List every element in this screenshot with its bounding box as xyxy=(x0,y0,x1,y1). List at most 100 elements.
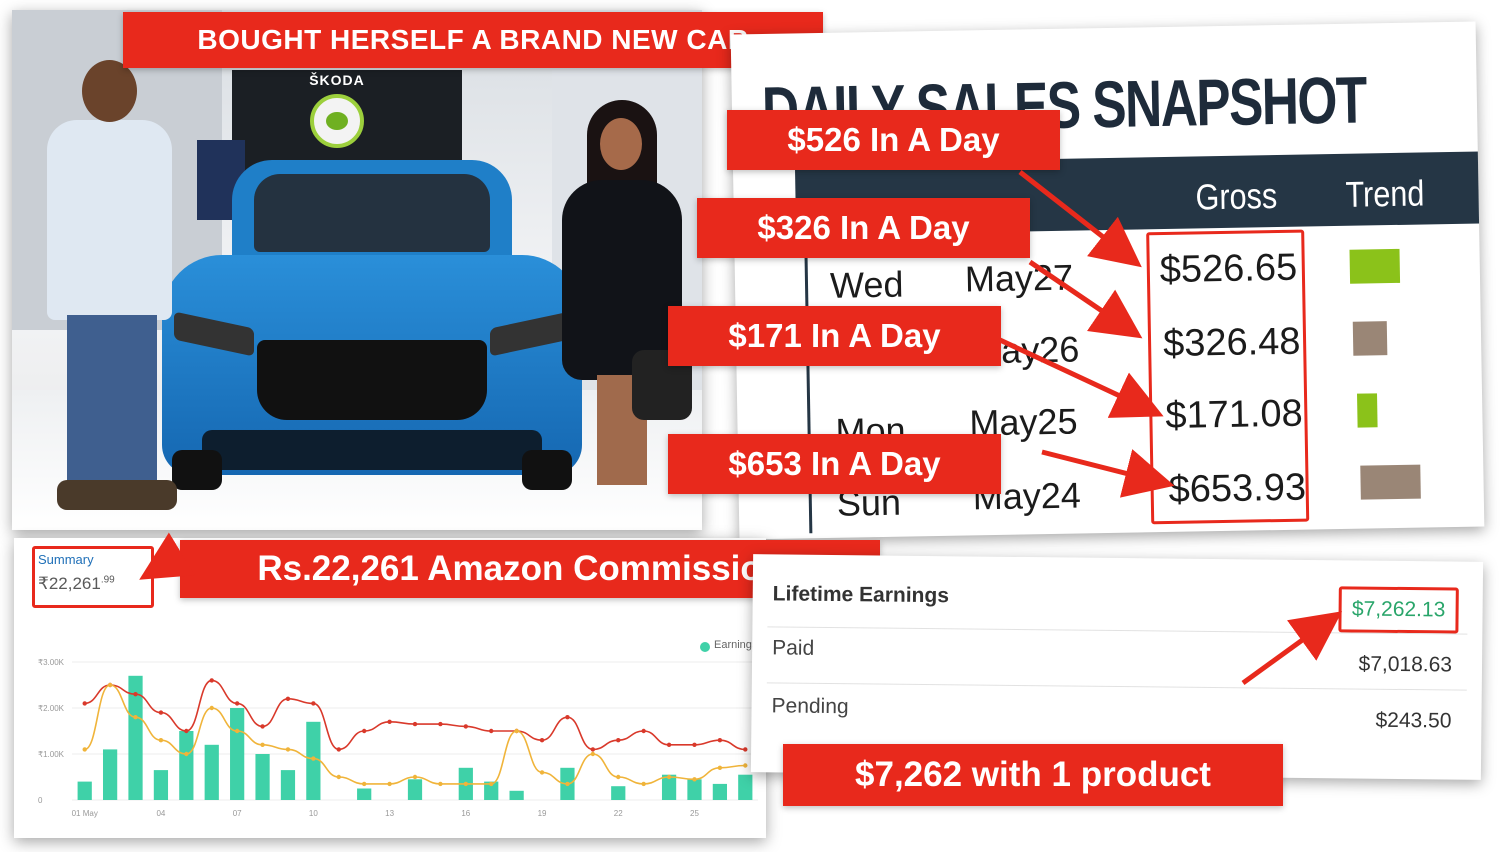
earnings-bar xyxy=(179,731,194,800)
trend-point xyxy=(133,715,138,720)
earnings-bar xyxy=(230,708,245,800)
earnings-bar xyxy=(204,744,219,800)
trend-point xyxy=(666,742,672,747)
earnings-bar xyxy=(661,774,677,800)
x-tick-label: 01 May xyxy=(72,809,98,818)
trend-point xyxy=(158,710,164,715)
x-tick-label: 13 xyxy=(385,809,394,818)
trend-point xyxy=(133,692,138,697)
trend-point xyxy=(387,781,392,787)
earnings-bar xyxy=(738,774,753,800)
gross-highlight-box xyxy=(1146,229,1310,525)
skoda-logo-icon xyxy=(310,94,364,148)
trend-point xyxy=(209,678,214,683)
trend-point xyxy=(285,696,291,701)
trend-point xyxy=(743,747,748,752)
x-tick-label: 25 xyxy=(690,809,699,818)
callout-day-1: $526 In A Day xyxy=(727,110,1060,170)
x-tick-label: 22 xyxy=(614,809,623,818)
man-pants xyxy=(67,315,157,485)
woman-face xyxy=(600,118,642,170)
trend-point xyxy=(539,738,545,743)
trend-point xyxy=(616,738,621,743)
earnings-bar xyxy=(712,783,728,800)
trend-point xyxy=(590,747,596,752)
y-tick-label: 0 xyxy=(38,796,43,805)
woman-dress xyxy=(562,180,682,380)
x-tick-label: 10 xyxy=(309,809,318,818)
trend-point xyxy=(285,747,291,752)
row-date: May27 xyxy=(964,256,1074,300)
paid-label: Paid xyxy=(772,636,815,660)
earnings-legend-label: Earnings xyxy=(714,639,758,651)
trend-point xyxy=(666,774,672,780)
man-shirt xyxy=(47,120,172,320)
trend-point xyxy=(234,728,240,734)
trend-point xyxy=(260,742,265,747)
earnings-bar xyxy=(77,781,92,800)
earnings-chart: ₹3.00K ₹2.00K ₹1.00K 0 01 May 04 07 10 13 16 19 22 2… xyxy=(38,658,758,818)
x-tick-label: 16 xyxy=(461,809,470,818)
woman-figure xyxy=(552,100,692,520)
earnings-bar xyxy=(509,790,524,800)
trend-point xyxy=(692,742,697,747)
car-showroom-photo: ŠKODA xyxy=(12,10,702,530)
trend-point xyxy=(209,705,214,711)
callout-day-2: $326 In A Day xyxy=(697,198,1030,258)
trend-point xyxy=(438,781,443,787)
x-tick-label: 19 xyxy=(538,809,547,818)
trend-bar xyxy=(1352,321,1388,356)
man-shoes xyxy=(57,480,177,510)
man-figure xyxy=(32,50,177,530)
earnings-bar xyxy=(306,721,321,800)
summary-label: Summary xyxy=(38,552,94,567)
summary-value: ₹22,261.99 xyxy=(38,574,115,594)
row-date: ay26 xyxy=(1000,328,1080,371)
brand-name: ŠKODA xyxy=(309,72,365,88)
trend-bar xyxy=(1360,464,1421,500)
trend-point xyxy=(539,770,545,775)
trend-point xyxy=(717,765,723,770)
pending-value: $243.50 xyxy=(1375,708,1452,733)
trend-point xyxy=(412,774,418,780)
trend-point xyxy=(717,738,723,743)
trend-point xyxy=(463,781,469,787)
y-tick-label: ₹1.00K xyxy=(38,750,65,759)
earnings-bar xyxy=(687,779,702,800)
y-tick-label: ₹3.00K xyxy=(38,658,65,667)
trend-point xyxy=(311,756,316,761)
trend-point xyxy=(412,721,418,727)
paid-value: $7,018.63 xyxy=(1358,652,1453,677)
earnings-bar xyxy=(255,754,270,800)
trend-point xyxy=(361,728,367,734)
earnings-bar xyxy=(102,749,118,800)
lifetime-earnings-value: $7,262.13 xyxy=(1338,586,1459,634)
callout-day-3: $171 In A Day xyxy=(668,306,1001,366)
earnings-legend-dot xyxy=(700,642,710,652)
trend-bar xyxy=(1349,248,1401,284)
trend-point xyxy=(692,777,697,782)
pending-label: Pending xyxy=(771,694,849,719)
trend-point xyxy=(641,781,646,787)
car-windshield xyxy=(254,174,490,252)
lifetime-earnings-label: Lifetime Earnings xyxy=(772,582,950,608)
earnings-bar xyxy=(484,781,499,800)
trend-point xyxy=(590,751,596,757)
headline-label: BOUGHT HERSELF A BRAND NEW CAR xyxy=(123,12,823,68)
car-grille xyxy=(257,340,487,420)
callout-day-4: $653 In A Day xyxy=(668,434,1001,494)
trend-point xyxy=(743,763,748,768)
trend-point xyxy=(361,781,367,787)
row-day: Wed xyxy=(829,263,904,306)
trend-point xyxy=(489,728,494,734)
earnings-bar xyxy=(611,786,626,800)
car-tire-left xyxy=(172,450,222,490)
trend-point xyxy=(234,701,240,706)
trend-point xyxy=(387,719,392,724)
blue-car xyxy=(162,160,582,490)
trend-point xyxy=(260,724,265,729)
car-bumper xyxy=(202,430,542,470)
trend-point xyxy=(514,728,519,734)
trend-point xyxy=(82,701,87,706)
trend-column-header: Trend xyxy=(1345,172,1425,215)
